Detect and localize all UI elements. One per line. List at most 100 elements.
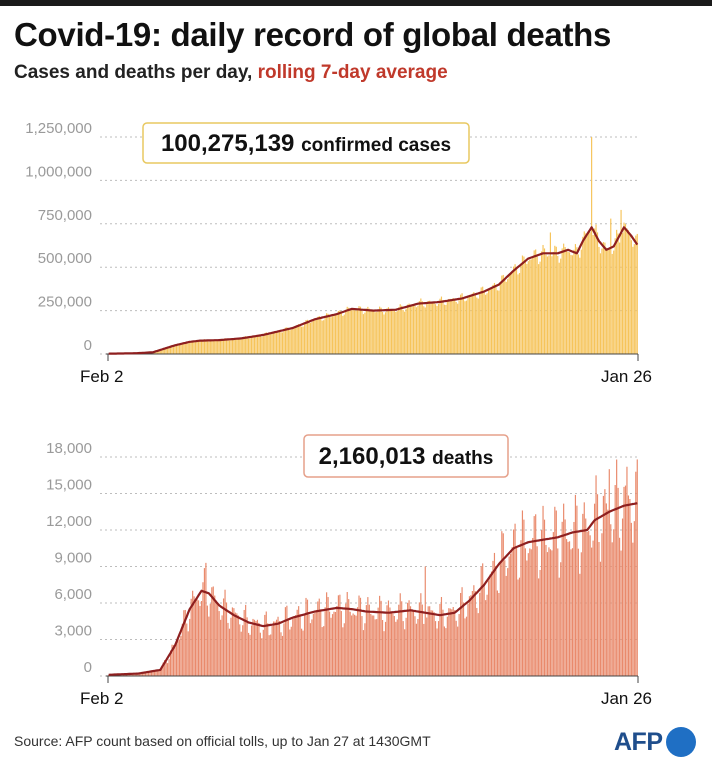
y-tick-label: 18,000 <box>46 440 92 457</box>
bar <box>443 626 445 676</box>
bar <box>580 249 582 354</box>
y-tick-label: 1,250,000 <box>25 120 92 137</box>
bar <box>234 338 236 354</box>
bar <box>328 611 331 676</box>
bar <box>529 259 531 354</box>
bar <box>564 247 566 354</box>
bar <box>365 308 367 354</box>
bar <box>395 621 397 676</box>
bar <box>168 347 170 354</box>
bar <box>161 667 163 676</box>
bar <box>552 532 554 676</box>
bar <box>222 598 225 676</box>
bar <box>423 623 425 676</box>
bar <box>576 505 578 676</box>
bar <box>613 529 615 676</box>
bar <box>345 309 347 354</box>
bar <box>421 301 423 354</box>
bar <box>518 577 521 676</box>
bar <box>424 307 426 354</box>
bar <box>630 240 632 354</box>
bar <box>192 590 194 676</box>
bar <box>271 333 273 354</box>
bar <box>250 337 253 354</box>
y-tick-label: 500,000 <box>38 250 92 267</box>
bar <box>245 336 247 354</box>
bar <box>417 305 419 354</box>
bar <box>165 661 167 676</box>
bar <box>471 591 473 676</box>
bar <box>548 547 550 676</box>
bar <box>542 505 544 676</box>
bar <box>354 310 356 354</box>
bar <box>295 326 297 354</box>
bar <box>523 256 525 354</box>
bar <box>290 329 292 354</box>
bar <box>508 275 510 354</box>
bar <box>585 233 587 354</box>
bar <box>303 323 306 354</box>
bar <box>346 592 348 676</box>
bar <box>592 234 594 354</box>
bar <box>386 605 388 676</box>
bar <box>555 246 557 354</box>
bar <box>246 337 248 354</box>
bar <box>498 290 500 354</box>
bar <box>221 340 223 354</box>
bar <box>156 670 158 676</box>
bar <box>443 304 445 354</box>
bar <box>197 600 200 676</box>
bar <box>607 509 609 676</box>
bar <box>387 600 390 676</box>
bar <box>448 608 450 676</box>
bar <box>314 612 316 676</box>
bar <box>504 279 506 354</box>
bar <box>243 336 245 354</box>
bar <box>377 309 379 354</box>
bar <box>533 250 535 354</box>
bar <box>264 614 266 676</box>
bar <box>220 340 222 354</box>
bar <box>589 535 591 676</box>
bar <box>392 310 394 354</box>
bar <box>621 518 624 676</box>
bar <box>524 548 526 676</box>
bar <box>374 312 376 354</box>
bar <box>278 621 281 676</box>
bar <box>624 224 627 354</box>
bar <box>224 589 226 676</box>
bar <box>440 296 443 354</box>
bar <box>153 671 155 676</box>
y-tick-label: 15,000 <box>46 477 92 494</box>
bar <box>574 494 577 676</box>
bar <box>458 614 460 676</box>
total-callout-number: 2,160,013 <box>319 443 432 470</box>
bar <box>483 584 485 676</box>
bar <box>536 256 538 354</box>
deaths-chart: 0 3,000 6,000 9,000 12,000 15,000 18,000 Feb 2 J… <box>46 434 652 708</box>
bar <box>275 331 278 354</box>
bar <box>632 246 634 354</box>
bar <box>258 335 260 354</box>
bar <box>411 304 413 354</box>
bar <box>595 475 597 676</box>
bar <box>337 595 339 676</box>
bar <box>623 486 625 676</box>
y-tick-label: 0 <box>84 659 92 676</box>
bar <box>539 569 541 676</box>
bar <box>374 619 376 676</box>
bar <box>186 342 188 354</box>
bar <box>367 597 369 676</box>
bar <box>293 616 295 676</box>
bar <box>551 256 553 354</box>
bar <box>320 317 322 354</box>
source-note: Source: AFP count based on official toll… <box>14 733 431 749</box>
bar <box>596 232 599 354</box>
bar <box>486 293 488 354</box>
bar <box>476 297 478 354</box>
bar <box>521 510 524 676</box>
bar <box>429 606 431 676</box>
bar <box>287 619 289 676</box>
bar <box>199 341 201 354</box>
bar <box>315 609 317 676</box>
